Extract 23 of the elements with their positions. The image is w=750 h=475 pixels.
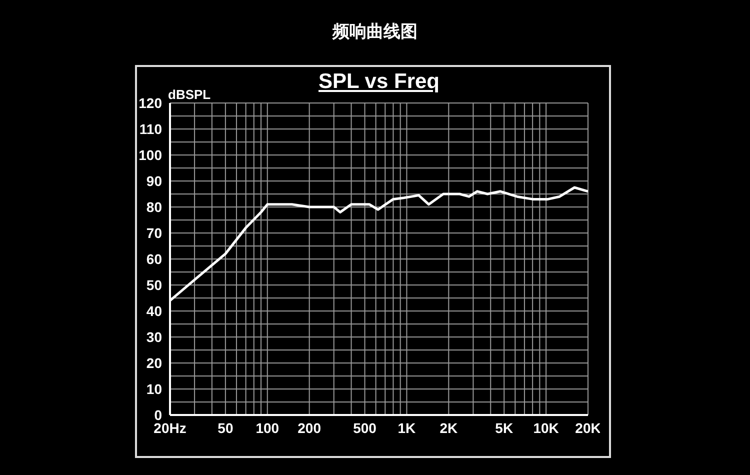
- x-tick-label: 1K: [398, 420, 416, 436]
- x-tick-label: 2K: [440, 420, 458, 436]
- chart-subtitle: SPL vs Freq: [318, 70, 440, 93]
- x-tick-label: 200: [298, 420, 322, 436]
- x-tick-label: 50: [218, 420, 234, 436]
- chart-title: 频响曲线图: [331, 21, 418, 43]
- y-tick-label: 90: [146, 172, 162, 189]
- x-tick-label: 5K: [495, 420, 514, 436]
- y-tick-label: 120: [138, 94, 162, 111]
- y-tick-label: 20: [146, 354, 162, 371]
- y-tick-label: 100: [138, 146, 162, 163]
- x-tick-label: 100: [256, 420, 280, 436]
- y-tick-label: 40: [146, 302, 162, 319]
- y-tick-label: 30: [146, 328, 162, 345]
- x-tick-label: 500: [353, 420, 377, 436]
- x-tick-label: 10K: [533, 420, 559, 436]
- y-tick-label: 80: [146, 198, 162, 215]
- y-axis-title: dBSPL: [168, 87, 211, 102]
- y-tick-label: 70: [146, 224, 162, 241]
- y-tick-label: 10: [146, 380, 162, 397]
- y-tick-label: 50: [146, 276, 162, 293]
- y-tick-label: 60: [146, 250, 162, 267]
- y-tick-label: 110: [139, 120, 162, 137]
